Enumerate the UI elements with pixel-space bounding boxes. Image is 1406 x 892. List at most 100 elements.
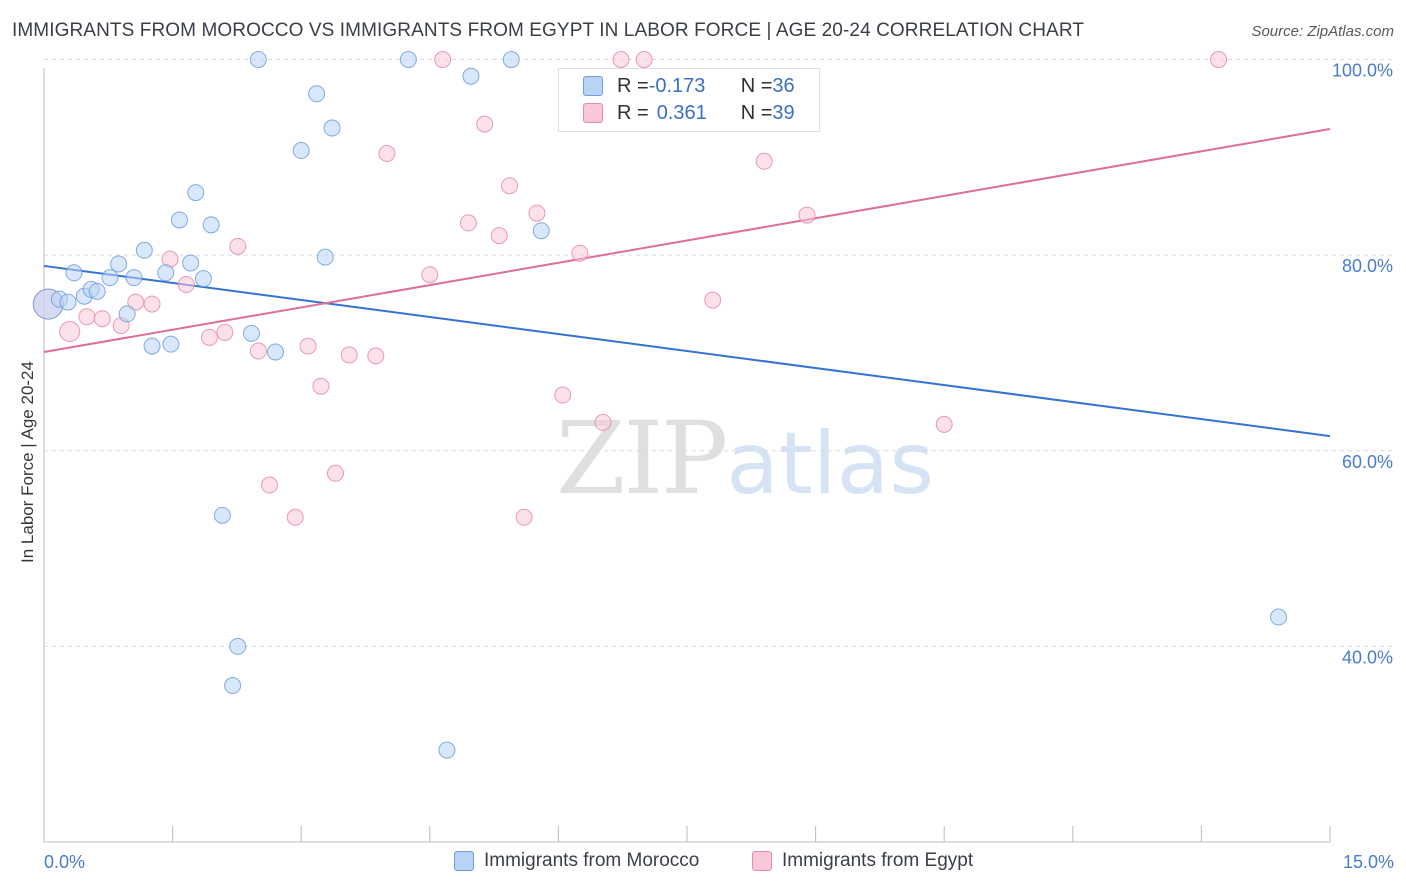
stats-row-morocco: R = -0.173 N = 36 [583, 73, 795, 99]
data-point-egypt [459, 214, 477, 232]
data-point-egypt [249, 342, 267, 360]
data-point-morocco [143, 337, 161, 355]
data-point-egypt [554, 386, 572, 404]
trend-line-morocco [43, 264, 1331, 438]
data-point-morocco [1270, 608, 1288, 626]
data-point-morocco [118, 305, 136, 323]
data-point-morocco [182, 254, 200, 272]
data-point-morocco [399, 51, 417, 69]
data-point-egypt [312, 377, 330, 395]
x-tick-label-max: 15.0% [1342, 852, 1394, 872]
data-point-egypt [143, 295, 161, 313]
data-point-egypt [594, 413, 612, 431]
data-point-morocco [110, 255, 128, 273]
stats-box: R = -0.173 N = 36 R = 0.361 N = 39 [558, 68, 820, 132]
x-tick-label-min: 0.0% [44, 852, 86, 872]
data-point-egypt [501, 177, 519, 195]
data-point-egypt [515, 508, 533, 526]
data-point-egypt [78, 308, 96, 326]
data-point-morocco [292, 142, 310, 160]
data-point-egypt [476, 115, 494, 133]
y-tick-labels: 40.0% 60.0% 80.0% 100.0% [1332, 61, 1393, 668]
data-point-egypt [286, 508, 304, 526]
watermark: ZIPatlas [556, 400, 934, 517]
stats-n-value: 36 [772, 74, 795, 97]
data-point-egypt [93, 310, 111, 328]
data-point-morocco [213, 506, 231, 524]
data-point-morocco [316, 248, 334, 266]
stats-r-label: R = [617, 74, 649, 97]
stats-row-egypt: R = 0.361 N = 39 [583, 100, 795, 126]
legend: Immigrants from Morocco Immigrants from … [0, 850, 1406, 878]
data-point-egypt [612, 51, 630, 69]
data-point-morocco [101, 269, 119, 287]
data-point-egypt [704, 291, 722, 309]
data-point-egypt [326, 464, 344, 482]
data-point-morocco [125, 269, 143, 287]
legend-swatch-morocco [454, 851, 474, 871]
data-point-morocco [65, 264, 83, 282]
data-point-egypt [571, 244, 589, 262]
data-point-morocco [462, 67, 480, 85]
data-point-egypt [200, 328, 218, 346]
data-point-morocco [59, 293, 77, 311]
data-point-morocco [266, 343, 284, 361]
data-point-morocco [202, 216, 220, 234]
legend-label-morocco: Immigrants from Morocco [484, 850, 700, 871]
data-point-morocco [502, 51, 520, 69]
data-points [32, 51, 1288, 759]
y-tick-label: 100.0% [1332, 61, 1393, 81]
data-point-egypt [755, 152, 773, 170]
source-label: Source: ZipAtlas.com [1251, 23, 1394, 40]
data-point-morocco [88, 282, 106, 300]
data-point-egypt [260, 476, 278, 494]
trend-lines [43, 128, 1331, 438]
data-point-morocco [224, 677, 242, 695]
watermark-atlas: atlas [726, 414, 935, 514]
data-point-morocco [162, 335, 180, 353]
data-point-egypt [340, 346, 358, 364]
data-point-morocco [229, 637, 247, 655]
legend-item-egypt[interactable]: Immigrants from Egypt [752, 850, 973, 872]
watermark-zip: ZIP [556, 400, 728, 517]
data-point-morocco [170, 211, 188, 229]
data-point-morocco [249, 51, 267, 69]
y-tick-label: 60.0% [1342, 452, 1393, 472]
axes [43, 68, 1331, 843]
data-point-morocco [194, 270, 212, 288]
data-point-egypt [59, 320, 81, 342]
data-point-egypt [378, 144, 396, 162]
data-point-morocco [438, 741, 456, 759]
data-point-egypt [635, 51, 653, 69]
stats-n-value: 39 [772, 101, 795, 124]
data-point-egypt [229, 237, 247, 255]
stats-swatch-egypt [583, 103, 603, 123]
y-tick-label: 80.0% [1342, 256, 1393, 276]
data-point-morocco [187, 184, 205, 202]
data-point-egypt [528, 204, 546, 222]
legend-label-egypt: Immigrants from Egypt [782, 850, 974, 871]
stats-r-value: -0.173 [648, 74, 706, 97]
y-tick-label: 40.0% [1342, 647, 1393, 667]
data-point-morocco [135, 241, 153, 259]
data-point-egypt [798, 206, 816, 224]
stats-n-label: N = [740, 101, 773, 124]
data-point-morocco [242, 324, 260, 342]
data-point-egypt [434, 51, 452, 69]
y-axis-label: In Labor Force | Age 20-24 [18, 361, 37, 563]
stats-r-value: 0.361 [656, 101, 707, 124]
data-point-egypt [177, 276, 195, 294]
legend-item-morocco[interactable]: Immigrants from Morocco [454, 850, 699, 872]
data-point-egypt [935, 415, 953, 433]
data-point-egypt [421, 266, 439, 284]
data-point-egypt [299, 337, 317, 355]
data-point-egypt [127, 293, 145, 311]
stats-swatch-morocco [583, 76, 603, 96]
data-point-egypt [1210, 51, 1228, 69]
data-point-morocco [157, 264, 175, 282]
data-point-egypt [367, 347, 385, 365]
chart-title: IMMIGRANTS FROM MOROCCO VS IMMIGRANTS FR… [12, 20, 1085, 41]
trend-line-egypt [43, 128, 1331, 353]
data-point-morocco [323, 119, 341, 137]
